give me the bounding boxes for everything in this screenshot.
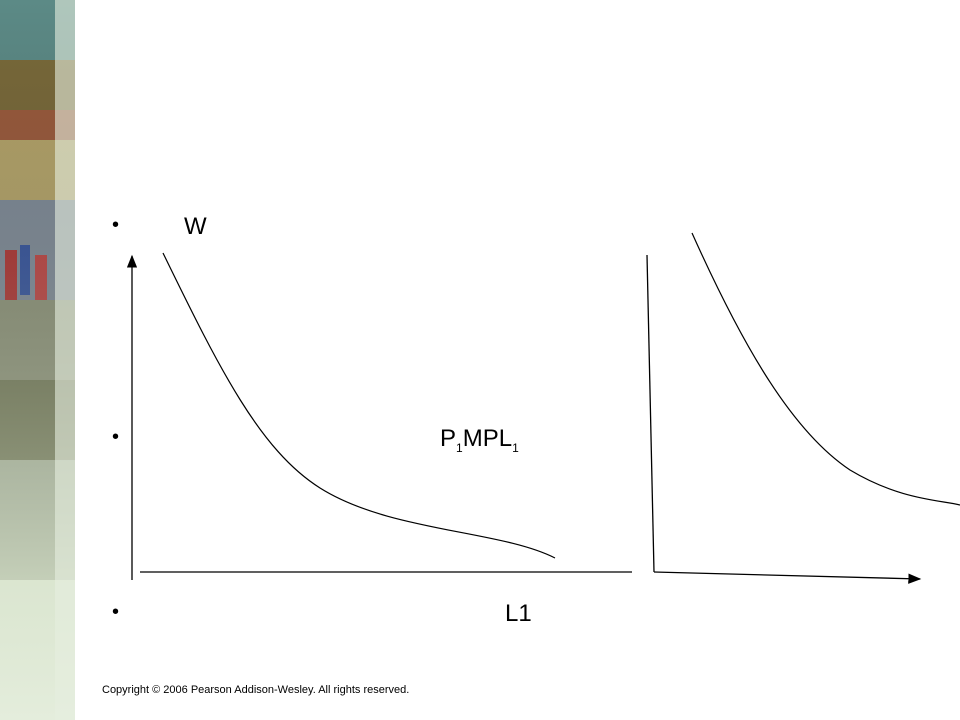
- bullet-dot: •: [112, 426, 120, 448]
- curve: [162, 252, 556, 559]
- bullet-dot: •: [112, 601, 120, 623]
- subscript: 1: [512, 440, 519, 455]
- text-run: P: [440, 425, 457, 452]
- bullet-text: W: [184, 213, 207, 241]
- y-axis: [646, 254, 655, 573]
- x-axis: [653, 571, 922, 584]
- text-run: L1: [505, 600, 532, 627]
- text-run: MPL: [462, 425, 513, 452]
- curve: [691, 232, 960, 506]
- bullet-dot: •: [112, 214, 120, 236]
- decorative-strip: [0, 0, 75, 720]
- text-run: W: [184, 213, 207, 240]
- bullet-text: L1: [505, 600, 532, 628]
- footer: Copyright © 2006 Pearson Addison-Wesley.…: [102, 684, 410, 696]
- bullet-text: P1MPL1: [440, 425, 519, 455]
- subscript: 1: [456, 440, 463, 455]
